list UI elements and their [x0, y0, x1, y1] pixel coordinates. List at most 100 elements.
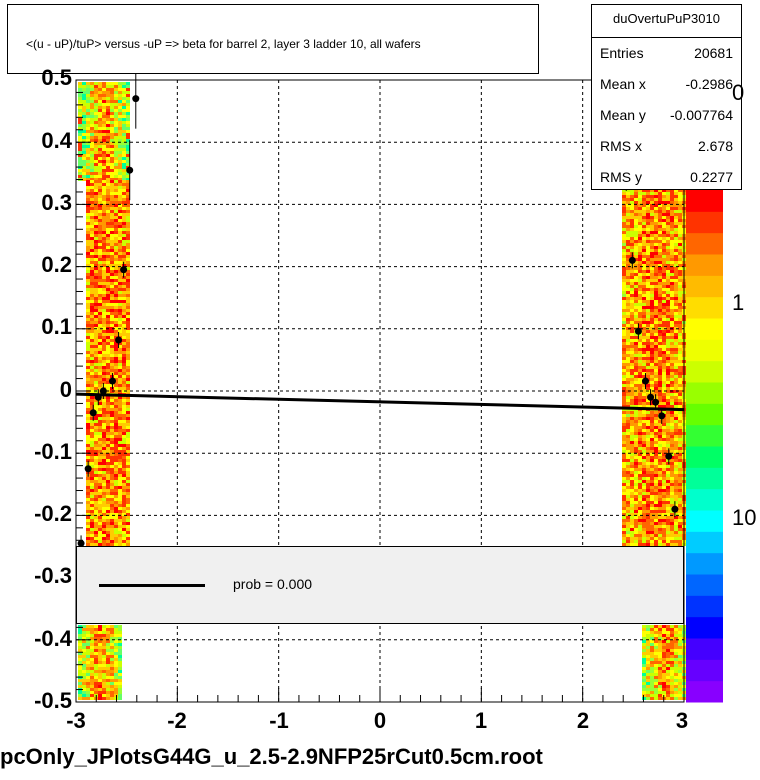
- heat-cell: [118, 504, 122, 507]
- heat-cell: [82, 160, 86, 163]
- heat-cell: [106, 625, 110, 628]
- heat-cell: [118, 432, 122, 435]
- heat-cell: [674, 462, 678, 465]
- heat-cell: [622, 201, 626, 204]
- heat-cell: [638, 273, 642, 276]
- heat-cell: [122, 318, 126, 321]
- heat-cell: [98, 423, 102, 426]
- heat-cell: [670, 525, 674, 528]
- heat-cell: [106, 309, 110, 312]
- heat-cell: [626, 285, 630, 288]
- heat-cell: [662, 688, 666, 691]
- heat-cell: [78, 151, 82, 154]
- heat-cell: [90, 210, 94, 213]
- heat-cell: [622, 366, 626, 369]
- heat-cell: [666, 327, 670, 330]
- heat-cell: [110, 688, 114, 691]
- heat-cell: [86, 492, 90, 495]
- heat-cell: [110, 267, 114, 270]
- heat-cell: [78, 628, 82, 631]
- heat-cell: [106, 432, 110, 435]
- heat-cell: [90, 441, 94, 444]
- heat-cell: [638, 252, 642, 255]
- heat-cell: [122, 516, 126, 519]
- heat-cell: [86, 255, 90, 258]
- heat-cell: [126, 124, 130, 127]
- heat-cell: [110, 210, 114, 213]
- heat-cell: [622, 330, 626, 333]
- heat-cell: [102, 372, 106, 375]
- heat-cell: [90, 531, 94, 534]
- heat-cell: [98, 480, 102, 483]
- heat-cell: [98, 357, 102, 360]
- heat-cell: [678, 243, 682, 246]
- heat-cell: [86, 97, 90, 100]
- heat-cell: [674, 646, 678, 649]
- heat-cell: [122, 115, 126, 118]
- heat-cell: [122, 100, 126, 103]
- heat-cell: [106, 318, 110, 321]
- heat-cell: [670, 510, 674, 513]
- heat-cell: [658, 510, 662, 513]
- heat-cell: [114, 489, 118, 492]
- heat-cell: [654, 667, 658, 670]
- heat-cell: [626, 474, 630, 477]
- heat-cell: [670, 318, 674, 321]
- stats-value: -0.2986: [685, 76, 733, 92]
- heat-cell: [658, 246, 662, 249]
- heat-cell: [86, 207, 90, 210]
- heat-cell: [658, 420, 662, 423]
- heat-cell: [94, 345, 98, 348]
- heat-cell: [94, 210, 98, 213]
- heat-cell: [86, 276, 90, 279]
- heat-cell: [122, 342, 126, 345]
- heat-cell: [122, 204, 126, 207]
- heat-cell: [90, 234, 94, 237]
- heat-cell: [90, 682, 94, 685]
- legend-box: prob = 0.000: [76, 546, 684, 624]
- heat-cell: [666, 468, 670, 471]
- heat-cell: [634, 240, 638, 243]
- heat-cell: [106, 637, 110, 640]
- heat-cell: [110, 255, 114, 258]
- heat-cell: [638, 204, 642, 207]
- heat-cell: [98, 330, 102, 333]
- heat-cell: [90, 417, 94, 420]
- heat-cell: [114, 219, 118, 222]
- heat-cell: [674, 697, 678, 700]
- heat-cell: [634, 513, 638, 516]
- heat-cell: [90, 166, 94, 169]
- heat-cell: [658, 276, 662, 279]
- heat-cell: [634, 369, 638, 372]
- heat-cell: [110, 456, 114, 459]
- heat-cell: [98, 387, 102, 390]
- heat-cell: [642, 507, 646, 510]
- heat-cell: [114, 222, 118, 225]
- heat-cell: [642, 366, 646, 369]
- heat-cell: [674, 399, 678, 402]
- heat-cell: [114, 348, 118, 351]
- heat-cell: [110, 435, 114, 438]
- heat-cell: [650, 537, 654, 540]
- heat-cell: [670, 309, 674, 312]
- color-scale-cell: [686, 595, 723, 618]
- heat-cell: [634, 231, 638, 234]
- heat-cell: [126, 273, 130, 276]
- heat-cell: [634, 471, 638, 474]
- heat-cell: [670, 441, 674, 444]
- heat-cell: [654, 516, 658, 519]
- heat-cell: [94, 315, 98, 318]
- heat-cell: [630, 528, 634, 531]
- heat-cell: [638, 537, 642, 540]
- heat-cell: [654, 501, 658, 504]
- heat-cell: [82, 691, 86, 694]
- heat-cell: [658, 273, 662, 276]
- heat-cell: [634, 363, 638, 366]
- heat-cell: [670, 375, 674, 378]
- heat-cell: [102, 435, 106, 438]
- heat-cell: [638, 258, 642, 261]
- heat-cell: [674, 261, 678, 264]
- heat-cell: [638, 375, 642, 378]
- heat-cell: [650, 540, 654, 543]
- heat-cell: [90, 279, 94, 282]
